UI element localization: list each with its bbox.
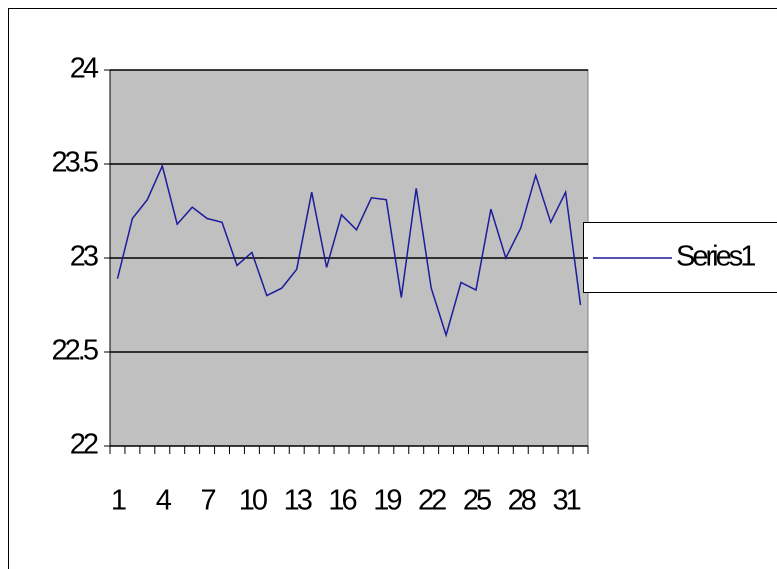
x-tick-label: 10: [239, 485, 267, 517]
y-tick-label: 23: [70, 241, 98, 273]
x-tick-label: 25: [463, 485, 491, 517]
x-tick-label: 28: [508, 485, 536, 517]
series-line: [116, 163, 582, 338]
x-tick-label: 31: [552, 485, 580, 517]
y-tick-label: 23.5: [52, 147, 98, 179]
x-tick-label: 7: [201, 485, 216, 517]
x-tick-label: 16: [328, 485, 356, 517]
x-tick-label: 22: [418, 485, 446, 517]
y-tick-label: 22: [70, 429, 98, 461]
y-tick-label: 22.5: [52, 335, 98, 367]
y-tick-label: 24: [70, 53, 99, 85]
x-tick-label: 19: [373, 485, 401, 517]
x-tick-label: 1: [111, 485, 126, 517]
x-tick-label: 13: [284, 485, 312, 517]
legend-label: Series1: [676, 241, 755, 273]
